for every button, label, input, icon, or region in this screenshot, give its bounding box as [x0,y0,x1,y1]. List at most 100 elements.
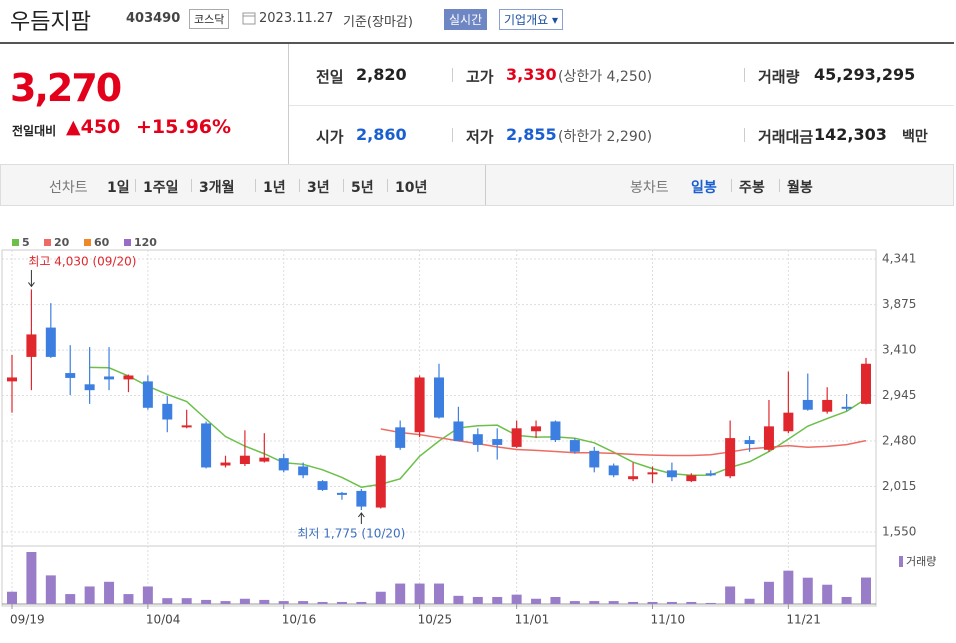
volume-bar [453,595,464,604]
period-tab[interactable]: 1주일 [143,180,179,196]
overview-button[interactable]: 기업개요 ▾ [499,9,564,30]
candle-body [181,425,192,428]
basis: 기준(장마감) [343,15,413,30]
candle-body [395,427,406,448]
x-tick-label: 11/10 [651,613,686,627]
volume-bar [298,601,309,604]
volume-bar [162,598,173,604]
date: 2023.11.27 [259,11,334,26]
candle-body [666,470,677,478]
divider [452,128,453,142]
legend-label: 20 [54,236,70,249]
x-tick-label: 11/21 [786,613,821,627]
candle-body [317,481,328,490]
volume-bar [822,584,833,604]
volume-bar [65,594,76,604]
candle-body [822,399,833,412]
volume-bar [84,586,95,604]
candle-chart-label: 봉차트 [630,180,669,196]
volume-bar [550,596,561,604]
candle-body [763,426,774,450]
candle-body [239,455,250,465]
volume-legend-swatch [899,556,903,567]
candle-body [453,421,464,442]
divider [779,179,780,192]
candle-tab[interactable]: 일봉 [691,180,717,196]
item-value: 45,293,295 [814,65,916,84]
legend-label: 60 [94,236,110,249]
volume-bar [356,601,367,604]
divider [299,179,300,192]
period-tab[interactable]: 10년 [395,180,428,196]
volume-bar [201,599,212,604]
divider [343,179,344,192]
legend-swatch [84,239,91,246]
candle-body [356,490,367,507]
divider [191,179,192,192]
period-tab[interactable]: 3년 [307,180,330,196]
candle-body [414,377,425,433]
ma-line [380,428,867,457]
item-value: 3,330 [506,65,557,84]
candle-body [201,423,212,468]
candle-body [259,457,270,462]
volume-bar [511,594,522,604]
volume-bar [686,601,697,604]
candle-body [531,426,542,432]
candle-body [220,462,231,466]
volume-bar [472,596,483,604]
candle-body [65,373,76,378]
tab-bar: 선차트 봉차트 1일 1주일 3개월 1년 3년 5년 10년 일봉 주봉 월봉 [0,164,954,206]
change: ▲450 [66,116,121,138]
volume-bar [666,601,677,604]
volume-bar [414,583,425,604]
candle-body [7,377,17,382]
high-arrow [28,270,35,288]
candle-body [375,455,386,508]
candle-body [744,440,755,444]
candle-body [336,492,347,495]
candle-tab[interactable]: 주봉 [739,180,765,196]
y-tick-label: 2,480 [882,434,916,448]
candle-body [162,403,173,420]
volume-bar [763,581,774,604]
volume-legend-label: 거래량 [906,555,936,568]
period-tab[interactable]: 1년 [263,180,286,196]
divider [452,68,453,82]
volume-bar [705,602,716,604]
candle-body [589,450,600,468]
divider [135,179,136,192]
low-annotation: 최저 1,775 (10/20) [297,527,405,541]
stock-code: 403490 [126,11,181,26]
legend-swatch [44,239,51,246]
candle-body [628,476,639,480]
candle-body [492,439,503,445]
divider [255,179,256,192]
period-tab[interactable]: 5년 [351,180,374,196]
divider [485,165,486,205]
period-tab[interactable]: 1일 [107,180,130,196]
divider [387,179,388,192]
change-pct: +15.96% [136,116,232,138]
realtime-button[interactable]: 실시간 [444,9,488,30]
volume-bar [239,598,250,604]
y-tick-label: 3,875 [882,297,916,311]
candle-body [841,406,852,409]
y-tick-label: 4,341 [882,252,916,266]
volume-bar [104,581,115,604]
chart: 1,550 2,015 2,480 2,945 3,410 3,875 4,341 09/19… [1,236,936,627]
volume-bar [259,599,270,604]
x-tick-label: 10/04 [146,613,181,627]
change-label: 전일대비 [12,124,57,138]
y-tick-label: 2,015 [882,479,916,493]
low-arrow [357,512,365,524]
candle-body [142,381,153,408]
volume-bar [647,601,658,604]
volume-bar [220,601,231,604]
volume-bar [336,601,347,604]
candle-tab[interactable]: 월봉 [787,180,813,196]
period-tab[interactable]: 3개월 [199,180,235,196]
item-value: 2,855 [506,125,557,144]
volume-bar [783,570,794,604]
